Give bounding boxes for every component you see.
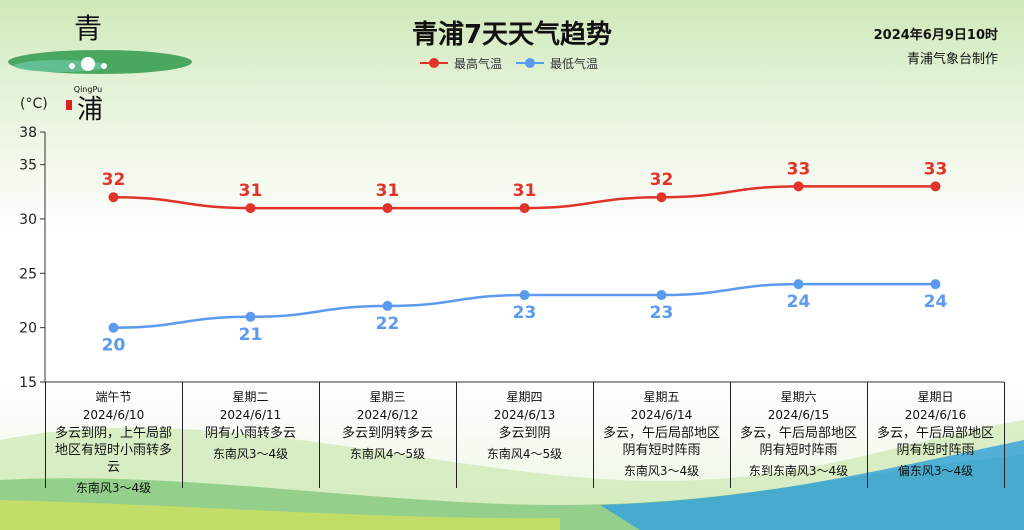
high-temp-point (656, 192, 667, 203)
day-name: 星期三 (369, 390, 406, 404)
day-weather: 多云，午后局部地区阴有短时阵雨 (876, 426, 994, 458)
low-temp-point (382, 300, 393, 311)
low-temp-point (793, 279, 804, 290)
y-tick-label: 15 (19, 375, 37, 391)
high-temp-point (108, 192, 119, 203)
day-wind: 偏东风3～4级 (897, 464, 974, 478)
day-weather: 多云，午后局部地区阴有短时阵雨 (602, 426, 720, 458)
day-name: 星期日 (917, 390, 954, 404)
day-forecast-cell: 星期二 2024/6/11 阴有小雨转多云 东南风3～4级 (182, 382, 319, 488)
table-column-divider (1004, 382, 1005, 488)
day-forecast-cell: 星期四 2024/6/13 多云到阴东南风4～5级 (456, 382, 593, 488)
day-name: 星期二 (232, 390, 269, 404)
y-tick-label: 25 (19, 266, 37, 282)
table-column-divider (45, 382, 46, 488)
day-weather: 多云到阴转多云 (341, 426, 433, 441)
high-temp-point (382, 203, 393, 214)
day-forecast-cell: 星期五 2024/6/14 多云，午后局部地区阴有短时阵雨东南风3～4级 (593, 382, 730, 488)
day-wind: 东到东南风3～4级 (748, 464, 849, 478)
logo-brush-icon: 青 QingPu 浦 (8, 12, 192, 125)
table-column-divider (867, 382, 868, 488)
table-column-divider (456, 382, 457, 488)
day-date: 2024/6/11 (219, 408, 282, 422)
low-temp-point (656, 290, 667, 301)
high-temp-point (245, 203, 256, 214)
high-temp-label: 32 (650, 170, 674, 190)
high-temp-point (793, 181, 804, 192)
issue-info: 2024年6月9日10时 青浦气象台制作 (874, 24, 998, 72)
low-temp-point (245, 311, 256, 322)
y-axis-unit: (°C) (20, 96, 48, 112)
y-tick-label: 30 (19, 212, 37, 228)
issue-date: 2024年6月9日10时 (873, 28, 998, 43)
day-date: 2024/6/14 (630, 408, 693, 422)
day-forecast-cell: 星期三 2024/6/12 多云到阴转多云 东南风4～5级 (319, 382, 456, 488)
day-weather: 多云，午后局部地区阴有短时阵雨 (739, 426, 857, 458)
day-weather: 阴有小雨转多云 (204, 426, 296, 441)
high-temp-point (930, 181, 941, 192)
legend-item-low: 最低气温 (516, 55, 598, 72)
y-tick-label: 38 (19, 125, 37, 141)
table-column-divider (730, 382, 731, 488)
day-date: 2024/6/13 (493, 408, 556, 422)
table-column-divider (319, 382, 320, 488)
day-wind: 东南风3～4级 (212, 447, 289, 461)
legend-swatch-low (516, 58, 545, 68)
low-temp-label: 23 (513, 303, 537, 323)
low-temp-label: 21 (239, 325, 263, 345)
legend-label-low: 最低气温 (550, 56, 599, 71)
day-forecast-cell: 星期日 2024/6/16 多云，午后局部地区阴有短时阵雨偏东风3～4级 (867, 382, 1004, 488)
high-temp-label: 31 (239, 181, 263, 201)
qingpu-logo: 青 QingPu 浦 (0, 0, 200, 125)
logo-roman: QingPu (74, 85, 102, 94)
day-weather: 多云到阴 (498, 426, 551, 441)
chart-legend: 最高气温 最低气温 (420, 54, 598, 72)
high-temp-point (519, 203, 530, 214)
day-name: 星期四 (506, 390, 543, 404)
day-wind: 东南风3～4级 (623, 464, 700, 478)
y-tick-label: 20 (19, 321, 37, 337)
day-name: 星期六 (780, 390, 817, 404)
low-temp-label: 20 (102, 336, 126, 356)
table-column-divider (593, 382, 594, 488)
day-name: 星期五 (643, 390, 680, 404)
legend-item-high: 最高气温 (420, 55, 502, 72)
high-temp-label: 33 (924, 159, 948, 179)
high-temp-label: 33 (787, 159, 811, 179)
day-forecast-cell: 星期六 2024/6/15 多云，午后局部地区阴有短时阵雨东到东南风3～4级 (730, 382, 867, 488)
day-wind: 东南风3～4级 (75, 481, 152, 495)
legend-label-high: 最高气温 (454, 56, 503, 71)
low-temp-label: 24 (924, 292, 948, 312)
day-date: 2024/6/15 (767, 408, 830, 422)
low-temp-label: 22 (376, 314, 400, 334)
logo-char-top: 青 (74, 12, 102, 45)
legend-swatch-high (420, 58, 448, 68)
day-name: 端午节 (95, 390, 132, 404)
issuer-name: 青浦气象台制作 (906, 52, 998, 67)
day-date: 2024/6/10 (82, 408, 145, 422)
table-column-divider (182, 382, 183, 488)
high-temp-label: 31 (513, 181, 537, 201)
logo-char-bottom: 浦 (77, 95, 103, 125)
day-forecast-cell: 端午节 2024/6/10 多云到阴，上午局部地区有短时小雨转多云东南风3～4级 (45, 382, 182, 495)
day-weather: 多云到阴，上午局部地区有短时小雨转多云 (54, 426, 172, 475)
low-temp-point (930, 279, 941, 290)
day-date: 2024/6/12 (356, 408, 419, 422)
page-title: 青浦7天天气趋势 (411, 20, 613, 50)
high-temp-label: 31 (376, 181, 400, 201)
high-temp-label: 32 (102, 170, 126, 190)
low-temp-label: 24 (787, 292, 811, 312)
low-temp-label: 23 (650, 303, 674, 323)
day-date: 2024/6/16 (904, 408, 967, 422)
y-tick-label: 35 (19, 158, 37, 174)
day-wind: 东南风4～5级 (349, 447, 426, 461)
day-wind: 东南风4～5级 (486, 447, 563, 461)
low-temp-point (108, 322, 119, 333)
low-temp-point (519, 290, 530, 301)
